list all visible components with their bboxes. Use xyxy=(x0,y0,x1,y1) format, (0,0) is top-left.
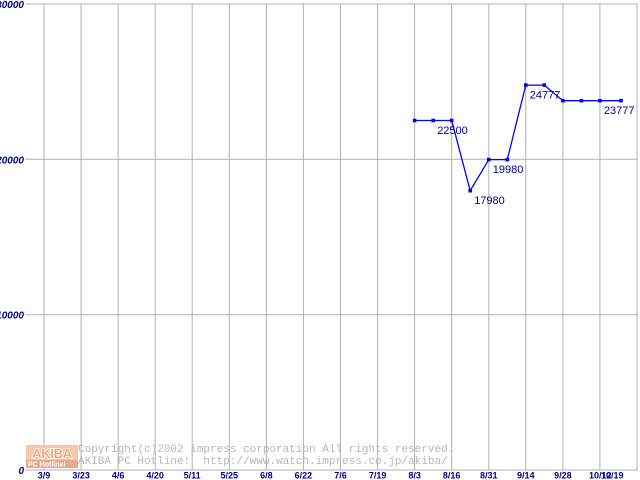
svg-text:6/8: 6/8 xyxy=(260,471,273,480)
svg-text:8/3: 8/3 xyxy=(408,471,421,480)
svg-text:4/6: 4/6 xyxy=(112,471,125,480)
svg-text:20000: 20000 xyxy=(0,155,24,166)
svg-text:19980: 19980 xyxy=(493,164,524,176)
svg-text:10/19: 10/19 xyxy=(601,471,624,480)
svg-text:22500: 22500 xyxy=(437,125,468,137)
svg-text:0: 0 xyxy=(18,466,24,477)
svg-text:AKIBA: AKIBA xyxy=(32,446,73,461)
svg-text:9/28: 9/28 xyxy=(554,471,572,480)
svg-text:24777: 24777 xyxy=(530,90,561,102)
svg-text:3/23: 3/23 xyxy=(72,471,90,480)
svg-text:6/22: 6/22 xyxy=(295,471,313,480)
svg-text:17980: 17980 xyxy=(474,195,505,207)
svg-text:PC Hotline!: PC Hotline! xyxy=(28,462,66,469)
svg-text:7/19: 7/19 xyxy=(369,471,387,480)
svg-text:9/14: 9/14 xyxy=(517,471,535,480)
svg-text:8/16: 8/16 xyxy=(443,471,461,480)
svg-text:3/9: 3/9 xyxy=(38,471,51,480)
svg-text:10000: 10000 xyxy=(0,311,24,322)
svg-text:8/31: 8/31 xyxy=(480,471,498,480)
svg-text:5/11: 5/11 xyxy=(184,471,201,480)
svg-text:4/20: 4/20 xyxy=(146,471,164,480)
svg-text:7/6: 7/6 xyxy=(334,471,347,480)
svg-text:30000: 30000 xyxy=(0,0,24,11)
svg-text:23777: 23777 xyxy=(604,105,635,117)
svg-text:5/25: 5/25 xyxy=(221,471,239,480)
